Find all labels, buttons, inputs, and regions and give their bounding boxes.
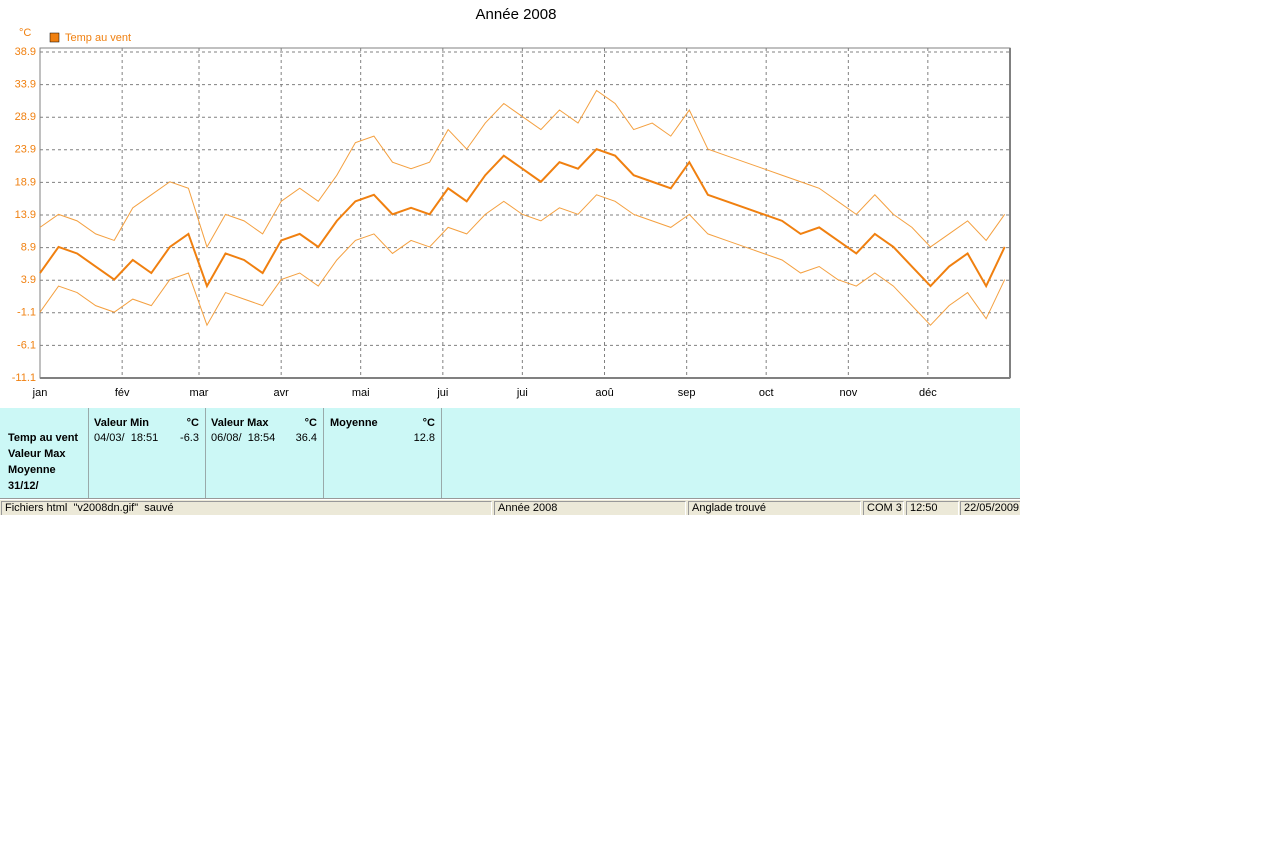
chart-title: Année 2008	[476, 6, 557, 23]
status-cell: COM 3	[863, 501, 904, 515]
series-line	[39, 89, 1006, 249]
status-bar: Fichiers html "v2008dn.gif" sauvé Année …	[0, 500, 1020, 515]
series-line	[39, 147, 1006, 289]
y-unit: °C	[19, 27, 31, 39]
row-label: Moyenne	[8, 464, 56, 476]
x-tick-label: mar	[190, 387, 209, 399]
y-tick-label: -6.1	[17, 339, 36, 351]
x-tick-label: mai	[352, 387, 370, 399]
date: 06/08/ 18:54	[211, 432, 276, 444]
x-tick-label: nov	[839, 387, 857, 399]
y-tick-label: 8.9	[21, 242, 36, 254]
column-header: Valeur Min	[94, 417, 150, 429]
stats-panel: Temp au vent Valeur Max Moyenne 31/12/ V…	[0, 408, 1020, 499]
status-cell: Fichiers html "v2008dn.gif" sauvé	[1, 501, 492, 515]
x-tick-label: aoû	[595, 387, 613, 399]
column: Valeur Min °C 04/03/ 18:51 -6.3	[89, 408, 206, 498]
y-tick-label: 3.9	[21, 274, 36, 286]
date: 04/03/ 18:51	[94, 432, 159, 444]
y-tick-label: 23.9	[15, 144, 36, 156]
status-cell: Année 2008	[494, 501, 686, 515]
y-tick-label: 28.9	[15, 111, 36, 123]
row-label: 31/12/	[8, 480, 39, 492]
plot-area	[39, 47, 1011, 379]
column: Valeur Max °C 06/08/ 18:54 36.4	[206, 408, 324, 498]
legend-label: Temp au vent	[65, 32, 131, 44]
x-tick-label: fév	[115, 387, 130, 399]
x-tick-label: déc	[919, 387, 937, 399]
status-cell: Anglade trouvé	[688, 501, 861, 515]
y-tick-label: -11.1	[12, 372, 36, 384]
column-header: Valeur Max	[211, 417, 269, 429]
y-tick-label: 18.9	[15, 176, 36, 188]
column-unit: °C	[422, 417, 435, 429]
x-tick-label: jui	[436, 387, 448, 399]
y-tick-label: 33.9	[15, 79, 36, 91]
row-label: Temp au vent	[8, 432, 79, 444]
value: 36.4	[295, 432, 317, 444]
x-tick-label: jui	[516, 387, 528, 399]
x-tick-label: oct	[759, 387, 774, 399]
value: -6.3	[180, 432, 199, 444]
y-tick-label: 13.9	[15, 209, 36, 221]
column-unit: °C	[304, 417, 317, 429]
row-label: Valeur Max	[8, 448, 66, 460]
x-tick-label: avr	[274, 387, 290, 399]
column: Moyenne °C 12.8	[324, 408, 442, 498]
column	[0, 408, 89, 498]
status-cell: 12:50	[906, 501, 959, 515]
x-tick-label: sep	[678, 387, 696, 399]
column-unit: °C	[186, 417, 199, 429]
x-tick-label: jan	[32, 387, 48, 399]
column-header: Moyenne	[330, 417, 378, 429]
value: 12.8	[413, 432, 435, 444]
status-cell: 22/05/2009	[960, 501, 1020, 515]
y-tick-label: 38.9	[15, 46, 36, 58]
y-tick-label: -1.1	[17, 307, 36, 319]
series-line	[39, 194, 1006, 327]
legend-swatch	[49, 32, 60, 43]
chart: Année 2008 °C -11.1 -6.1 -1.1 3.9 8.9 13.9 18.…	[12, 6, 1011, 399]
